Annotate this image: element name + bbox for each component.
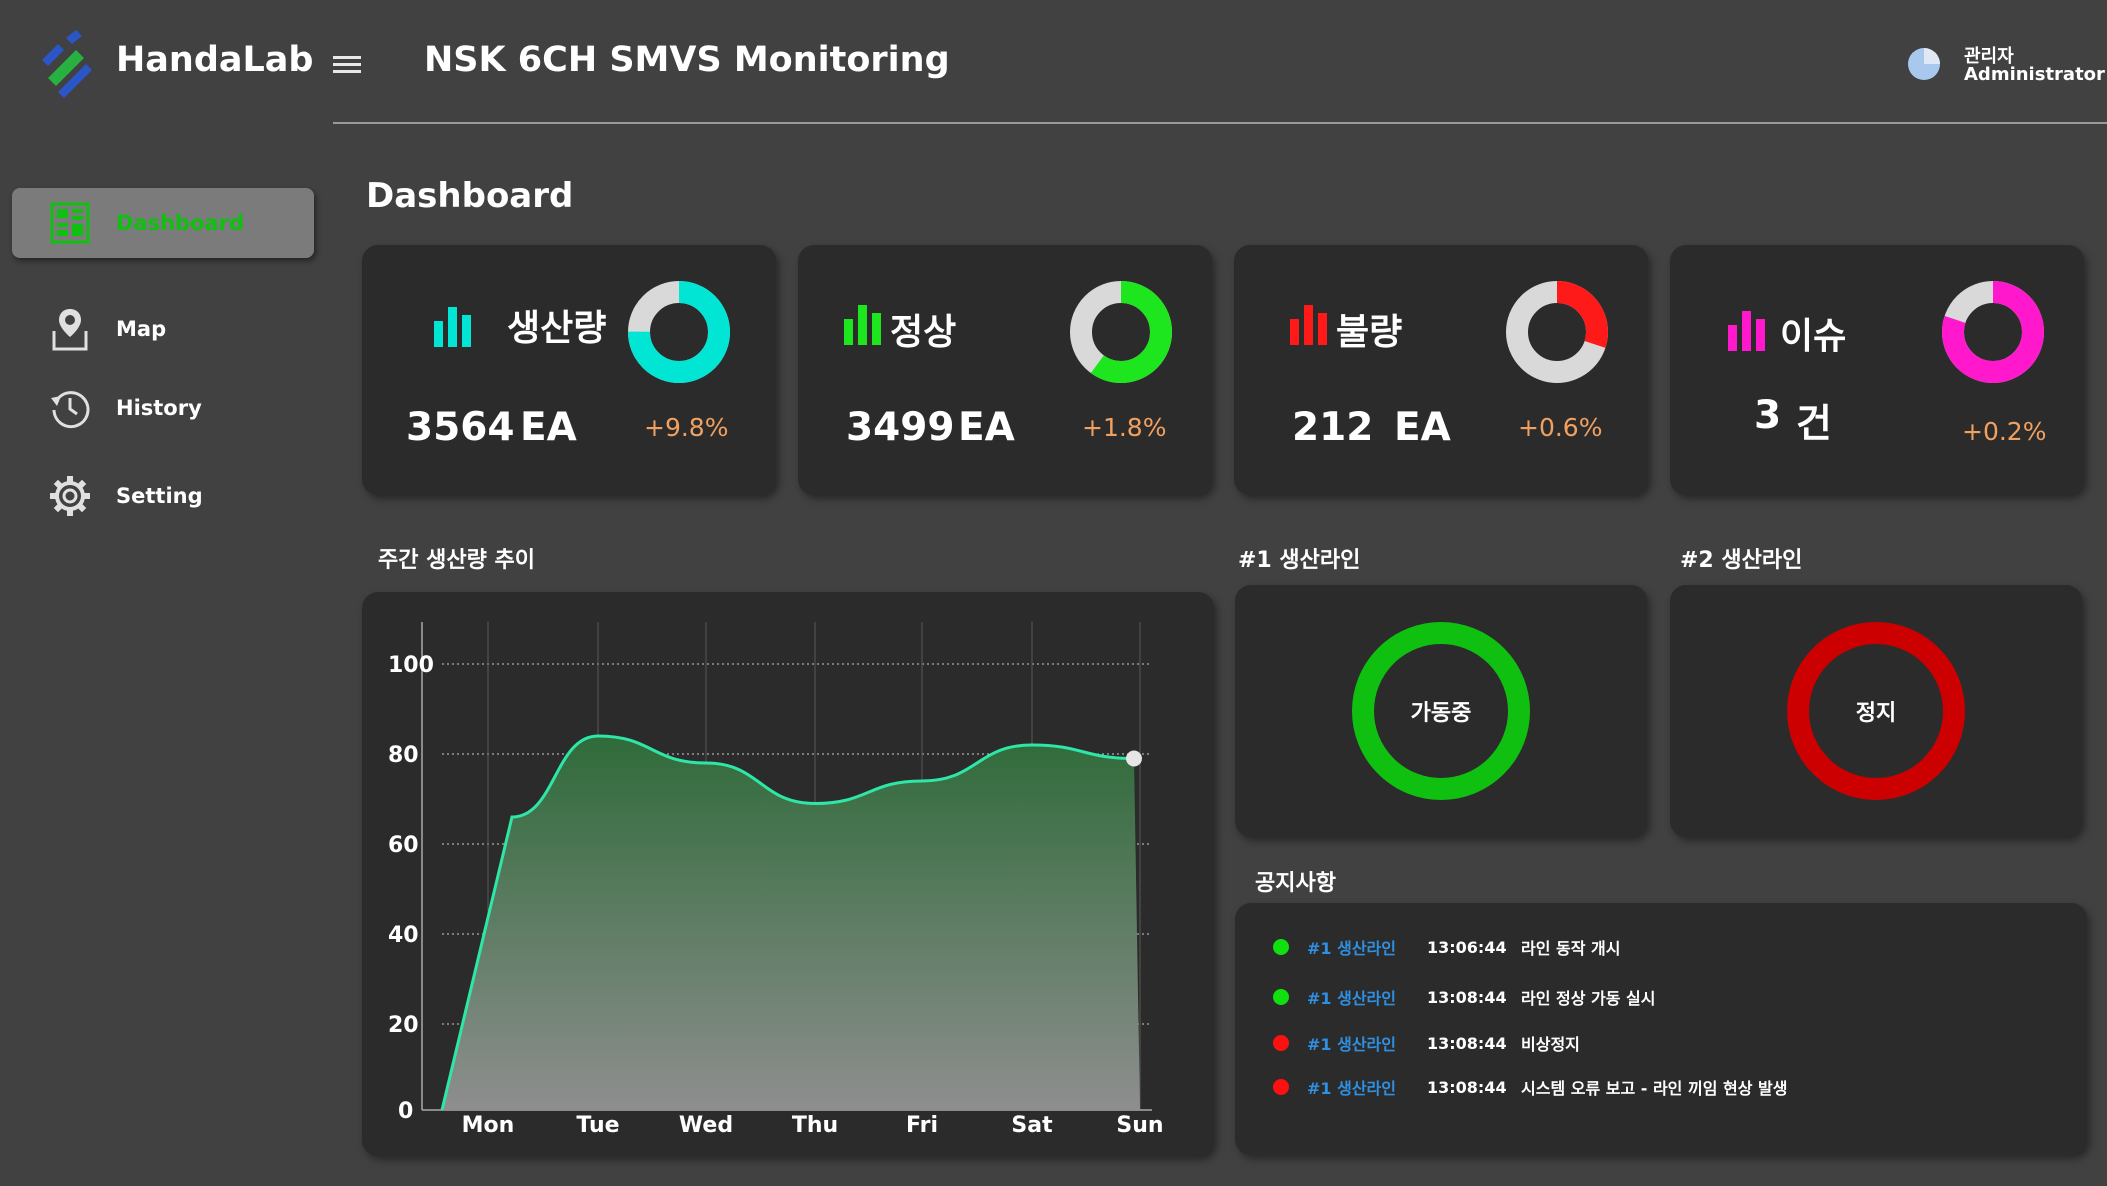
map-pin-icon — [48, 305, 92, 353]
stat-unit: EA — [958, 405, 1015, 450]
user-avatar-icon[interactable] — [1906, 46, 1942, 82]
y-tick-label: 0 — [398, 1099, 413, 1124]
stat-donut — [1070, 281, 1172, 383]
line-1-title: #1 생산라인 — [1238, 548, 1361, 573]
notice-line: #1 생산라인 — [1307, 1079, 1396, 1098]
stat-card-defect: 불량 212 EA +0.6% — [1234, 245, 1648, 495]
gear-icon — [48, 472, 92, 520]
line-2-card: 정지 — [1670, 585, 2082, 837]
sidebar-item-setting[interactable]: Setting — [12, 461, 314, 531]
y-tick-label: 40 — [388, 923, 419, 948]
notice-line: #1 생산라인 — [1307, 989, 1396, 1008]
x-tick-label: Tue — [576, 1113, 619, 1138]
line-1-status-ring: 가동중 — [1352, 622, 1530, 800]
stat-unit: EA — [520, 405, 577, 450]
notice-line: #1 생산라인 — [1307, 939, 1396, 958]
line-2-title: #2 생산라인 — [1680, 548, 1803, 573]
user-role: 관리자 — [1964, 46, 2014, 67]
status-dot — [1273, 989, 1289, 1005]
notice-line: #1 생산라인 — [1307, 1035, 1396, 1054]
stat-change: +0.2% — [1962, 417, 2047, 446]
sidebar-item-dashboard[interactable]: Dashboard — [12, 188, 314, 258]
notice-item[interactable]: #1 생산라인 13:08:44 시스템 오류 보고 - 라인 끼임 현상 발생 — [1273, 1072, 1787, 1102]
stat-card-normal: 정상 3499 EA +1.8% — [798, 245, 1212, 495]
line-1-status: 가동중 — [1410, 701, 1472, 726]
sidebar-item-label: Dashboard — [116, 211, 245, 235]
series-area — [442, 736, 1140, 1110]
stat-value: 212 — [1292, 405, 1374, 450]
y-tick-label: 100 — [388, 653, 434, 678]
y-tick-label: 20 — [388, 1013, 419, 1038]
x-tick-label: Sun — [1116, 1113, 1163, 1138]
weekly-chart-title: 주간 생산량 추이 — [378, 548, 535, 573]
line-2-status-ring: 정지 — [1787, 622, 1965, 800]
notice-time: 13:08:44 — [1427, 1077, 1507, 1097]
sidebar-item-history[interactable]: History — [12, 373, 314, 443]
header-divider — [333, 122, 2107, 124]
hamburger-menu-icon[interactable] — [330, 50, 364, 78]
stat-unit: EA — [1394, 405, 1451, 450]
bar-chart-icon — [1290, 305, 1327, 345]
status-dot — [1273, 1035, 1289, 1051]
dashboard-icon — [48, 199, 92, 247]
stat-donut — [1506, 281, 1608, 383]
notice-message: 라인 정상 가동 실시 — [1521, 989, 1656, 1008]
notice-message: 라인 동작 개시 — [1521, 939, 1621, 958]
stat-label: 생산량 — [507, 308, 607, 349]
stat-card-production: 생산량 3564 EA +9.8% — [362, 245, 776, 495]
notice-item[interactable]: #1 생산라인 13:08:44 라인 정상 가동 실시 — [1273, 982, 1655, 1012]
weekly-chart-card: 0 20 40 60 80 100 Mon Tue Wed Thu Fri Sat Sun — [362, 592, 1214, 1156]
x-tick-label: Wed — [679, 1113, 733, 1138]
line-2-status: 정지 — [1855, 701, 1897, 726]
x-tick-label: Mon — [462, 1113, 515, 1138]
x-tick-label: Thu — [792, 1113, 838, 1138]
brand-name: HandaLab — [116, 40, 314, 80]
stat-value: 3564 — [406, 405, 515, 450]
stat-label: 이슈 — [1780, 316, 1847, 357]
sidebar-item-label: Map — [116, 317, 167, 341]
stat-unit: 건 — [1796, 402, 1832, 447]
stat-change: +0.6% — [1518, 413, 1603, 442]
notice-time: 13:08:44 — [1427, 1033, 1507, 1053]
notice-message: 비상정지 — [1521, 1035, 1580, 1054]
notice-item[interactable]: #1 생산라인 13:08:44 비상정지 — [1273, 1028, 1580, 1058]
stat-change: +9.8% — [644, 413, 729, 442]
notice-card: #1 생산라인 13:06:44 라인 동작 개시 #1 생산라인 13:08:… — [1235, 903, 2087, 1155]
x-tick-label: Sat — [1011, 1113, 1053, 1138]
series-end-point — [1126, 750, 1142, 767]
bar-chart-icon — [844, 305, 881, 345]
stat-value: 3499 — [846, 405, 955, 450]
app-title: NSK 6CH SMVS Monitoring — [424, 40, 950, 80]
stat-label: 불량 — [1336, 312, 1403, 353]
notice-time: 13:06:44 — [1427, 937, 1507, 957]
sidebar-item-map[interactable]: Map — [12, 294, 314, 364]
status-dot — [1273, 939, 1289, 955]
stat-value: 3 — [1754, 393, 1782, 438]
user-name: Administrator — [1964, 64, 2105, 85]
stat-card-issue: 이슈 3 건 +0.2% — [1670, 245, 2084, 495]
y-tick-label: 80 — [388, 743, 419, 768]
y-tick-label: 60 — [388, 833, 419, 858]
bar-chart-icon — [1728, 311, 1765, 351]
brand-logo-icon — [36, 30, 100, 102]
x-tick-label: Fri — [906, 1113, 938, 1138]
sidebar-item-label: History — [116, 396, 202, 420]
notice-message: 시스템 오류 보고 - 라인 끼임 현상 발생 — [1521, 1079, 1788, 1098]
status-dot — [1273, 1079, 1289, 1095]
notice-title: 공지사항 — [1255, 871, 1336, 896]
stat-donut — [1942, 281, 2044, 383]
stat-change: +1.8% — [1082, 413, 1167, 442]
notice-item[interactable]: #1 생산라인 13:06:44 라인 동작 개시 — [1273, 932, 1620, 962]
weekly-production-chart: 0 20 40 60 80 100 Mon Tue Wed Thu Fri Sat Sun — [388, 622, 1164, 1138]
series-line — [440, 734, 1135, 1111]
sidebar-item-label: Setting — [116, 484, 203, 508]
stat-label: 정상 — [890, 312, 957, 353]
bar-chart-icon — [434, 307, 471, 347]
stat-donut — [628, 281, 730, 383]
notice-time: 13:08:44 — [1427, 987, 1507, 1007]
history-icon — [48, 384, 92, 432]
page-title: Dashboard — [366, 176, 574, 216]
line-1-card: 가동중 — [1235, 585, 1647, 837]
